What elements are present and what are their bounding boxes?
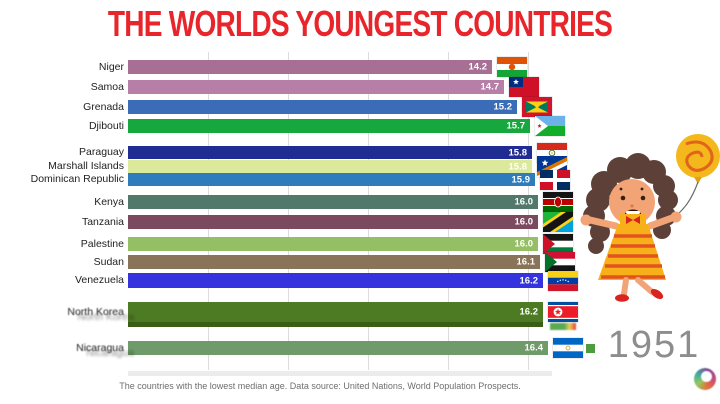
right-arm — [646, 214, 676, 230]
dress — [598, 214, 666, 280]
bar-value: 14.7 — [480, 81, 500, 93]
bar-label: Venezuela — [74, 274, 124, 286]
flag-djibouti-icon — [535, 116, 565, 136]
bar-label: Kenya — [94, 195, 124, 208]
bar-label: Niger — [98, 60, 124, 73]
transition-bar-fragment — [128, 371, 552, 376]
bar: 15.7 — [128, 119, 530, 133]
footer-note: The countries with the lowest median age… — [119, 381, 521, 391]
flag-grenada-icon — [522, 97, 552, 117]
flag-north-korea-icon — [548, 302, 578, 322]
bar: 16.2 — [128, 273, 543, 288]
bar-label-ghost: Nicaragua — [86, 347, 134, 359]
flag-niger-icon — [497, 57, 527, 77]
bar-label: Marshall Islands — [48, 160, 124, 172]
balloon-icon — [675, 134, 720, 217]
bar-label: Dominican Republic — [30, 173, 124, 185]
bar-value: 15.7 — [506, 120, 526, 132]
bar-label: Paraguay — [79, 146, 124, 158]
bar-value: 14.2 — [468, 61, 488, 73]
bar: 14.7 — [128, 80, 504, 94]
bar: 16.0 — [128, 195, 538, 209]
bar-label: Samoa — [90, 80, 124, 93]
bar-label-ghost: North Korea — [77, 311, 134, 323]
bar: 16.0 — [128, 237, 538, 251]
flag-samoa-icon — [509, 77, 539, 97]
gridline — [208, 52, 209, 370]
bar: 16.1 — [128, 255, 540, 269]
bar: 15.8 — [128, 146, 532, 159]
left-shoe — [615, 294, 629, 302]
right-shoe — [650, 288, 664, 300]
bar-value: 16.4 — [524, 342, 544, 354]
transition-flag-fragment — [550, 323, 576, 330]
page-title: THE WORLDS YOUNGEST COUNTRIES — [107, 3, 613, 44]
bar: 16.0 — [128, 215, 538, 229]
bar-value: 16.2 — [519, 275, 539, 286]
gridline — [288, 52, 289, 370]
channel-logo-icon — [694, 368, 716, 390]
gridline — [528, 52, 529, 370]
bar-value: 15.8 — [508, 147, 528, 158]
bar-label: Sudan — [93, 255, 124, 268]
left-arm — [586, 216, 620, 230]
flag-venezuela-icon — [548, 270, 578, 291]
flag-sudan-icon — [545, 252, 575, 272]
transition-flag-fragment — [586, 344, 595, 353]
bar-label: Palestine — [80, 237, 124, 250]
bar: 16.4 — [128, 341, 548, 355]
flag-kenya-icon — [543, 192, 573, 212]
bar: 15.2 — [128, 100, 517, 114]
flag-tanzania-icon — [543, 212, 573, 232]
right-leg — [635, 277, 655, 295]
bar-value: 16.0 — [514, 216, 534, 228]
bar-value: 16.0 — [514, 238, 534, 250]
gridline — [448, 52, 449, 370]
bar-value: 16.0 — [514, 196, 534, 208]
bar-value: 16.2 — [519, 306, 539, 318]
bar: 15.8 — [128, 160, 532, 173]
bar-value: 15.9 — [511, 174, 531, 185]
year-label: 1951 — [607, 324, 701, 366]
girl-with-balloon-illustration — [580, 134, 720, 302]
flag-nicaragua-icon — [553, 338, 583, 358]
bar: 15.9 — [128, 173, 535, 186]
left-leg — [621, 277, 629, 297]
bar-label: Nicaragua — [76, 341, 124, 354]
bar-label: Djibouti — [88, 119, 124, 132]
bar: 14.2 — [128, 60, 492, 74]
bar: 16.2 — [128, 302, 543, 327]
bar-value: 15.2 — [493, 101, 513, 113]
flag-palestine-icon — [543, 234, 573, 254]
bar-label: Grenada — [83, 100, 124, 113]
flag-dominican-republic-icon — [540, 169, 570, 190]
gridline — [368, 52, 369, 370]
bar-label: North Korea — [67, 305, 124, 318]
bar-value: 16.1 — [516, 256, 536, 268]
bar-label: Tanzania — [81, 215, 124, 228]
bar-value: 15.8 — [508, 161, 528, 172]
